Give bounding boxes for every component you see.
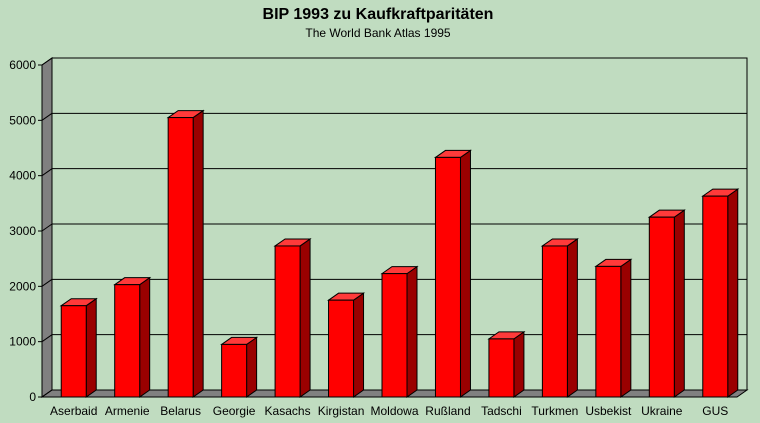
bar (434, 156, 461, 398)
bar-side (727, 188, 739, 398)
x-tick-label: Aserbaid (50, 404, 97, 418)
chart-subtitle: The World Bank Atlas 1995 (305, 26, 451, 40)
bar (381, 273, 408, 398)
bar (595, 265, 622, 398)
bar (60, 305, 87, 398)
y-tick-label: 1000 (9, 335, 36, 349)
x-tick-label: Kasachs (265, 404, 311, 418)
bar (167, 117, 194, 398)
grid-wall-line (41, 389, 53, 398)
bar-side (566, 237, 578, 398)
bar-side (673, 209, 685, 398)
bar (648, 216, 675, 398)
bar-side (246, 336, 258, 398)
bar (488, 338, 515, 398)
bar (702, 195, 729, 398)
x-tick-label: Moldowa (370, 404, 418, 418)
x-tick-label: Armenie (105, 404, 150, 418)
bar-side (620, 258, 632, 398)
grid-wall-line (41, 278, 53, 287)
bar-side (192, 109, 204, 398)
y-tick-label: 4000 (9, 169, 36, 183)
x-tick-label: Georgie (213, 404, 256, 418)
y-tick-label: 6000 (9, 58, 36, 72)
bar-side (353, 292, 365, 398)
bar (328, 299, 355, 398)
chart-title: BIP 1993 zu Kaufkraftparitäten (263, 6, 494, 23)
plot-area: 0 1000 2000 3000 4000 5000 6000 Aserbaid Armenie… (9, 57, 749, 418)
y-tick-label: 0 (29, 390, 36, 404)
bar (221, 343, 248, 398)
bar-side (85, 297, 97, 398)
grid-wall-line (41, 168, 53, 177)
y-tick-label: 2000 (9, 279, 36, 293)
bar-side (406, 265, 418, 398)
bar (114, 284, 141, 398)
x-tick-label: Turkmen (531, 404, 578, 418)
x-tick-label: Usbekist (585, 404, 632, 418)
x-tick-label: Kirgistan (318, 404, 365, 418)
x-tick-label: Belarus (160, 404, 201, 418)
x-tick-label: Ukraine (641, 404, 683, 418)
grid-wall-line (41, 112, 53, 121)
bar-side (459, 149, 471, 398)
grid-wall-line (41, 57, 53, 66)
x-tick-label: Tadschi (481, 404, 522, 418)
y-tick-label: 5000 (9, 113, 36, 127)
y-tick-label: 3000 (9, 224, 36, 238)
grid-wall-line (41, 334, 53, 343)
bar (274, 245, 301, 398)
bar-side (299, 237, 311, 398)
grid-wall-line (41, 223, 53, 232)
x-tick-label: GUS (702, 404, 728, 418)
bar-side (513, 330, 525, 398)
bar-side (139, 276, 151, 398)
bar (541, 245, 568, 398)
x-tick-label: Rußland (425, 404, 470, 418)
